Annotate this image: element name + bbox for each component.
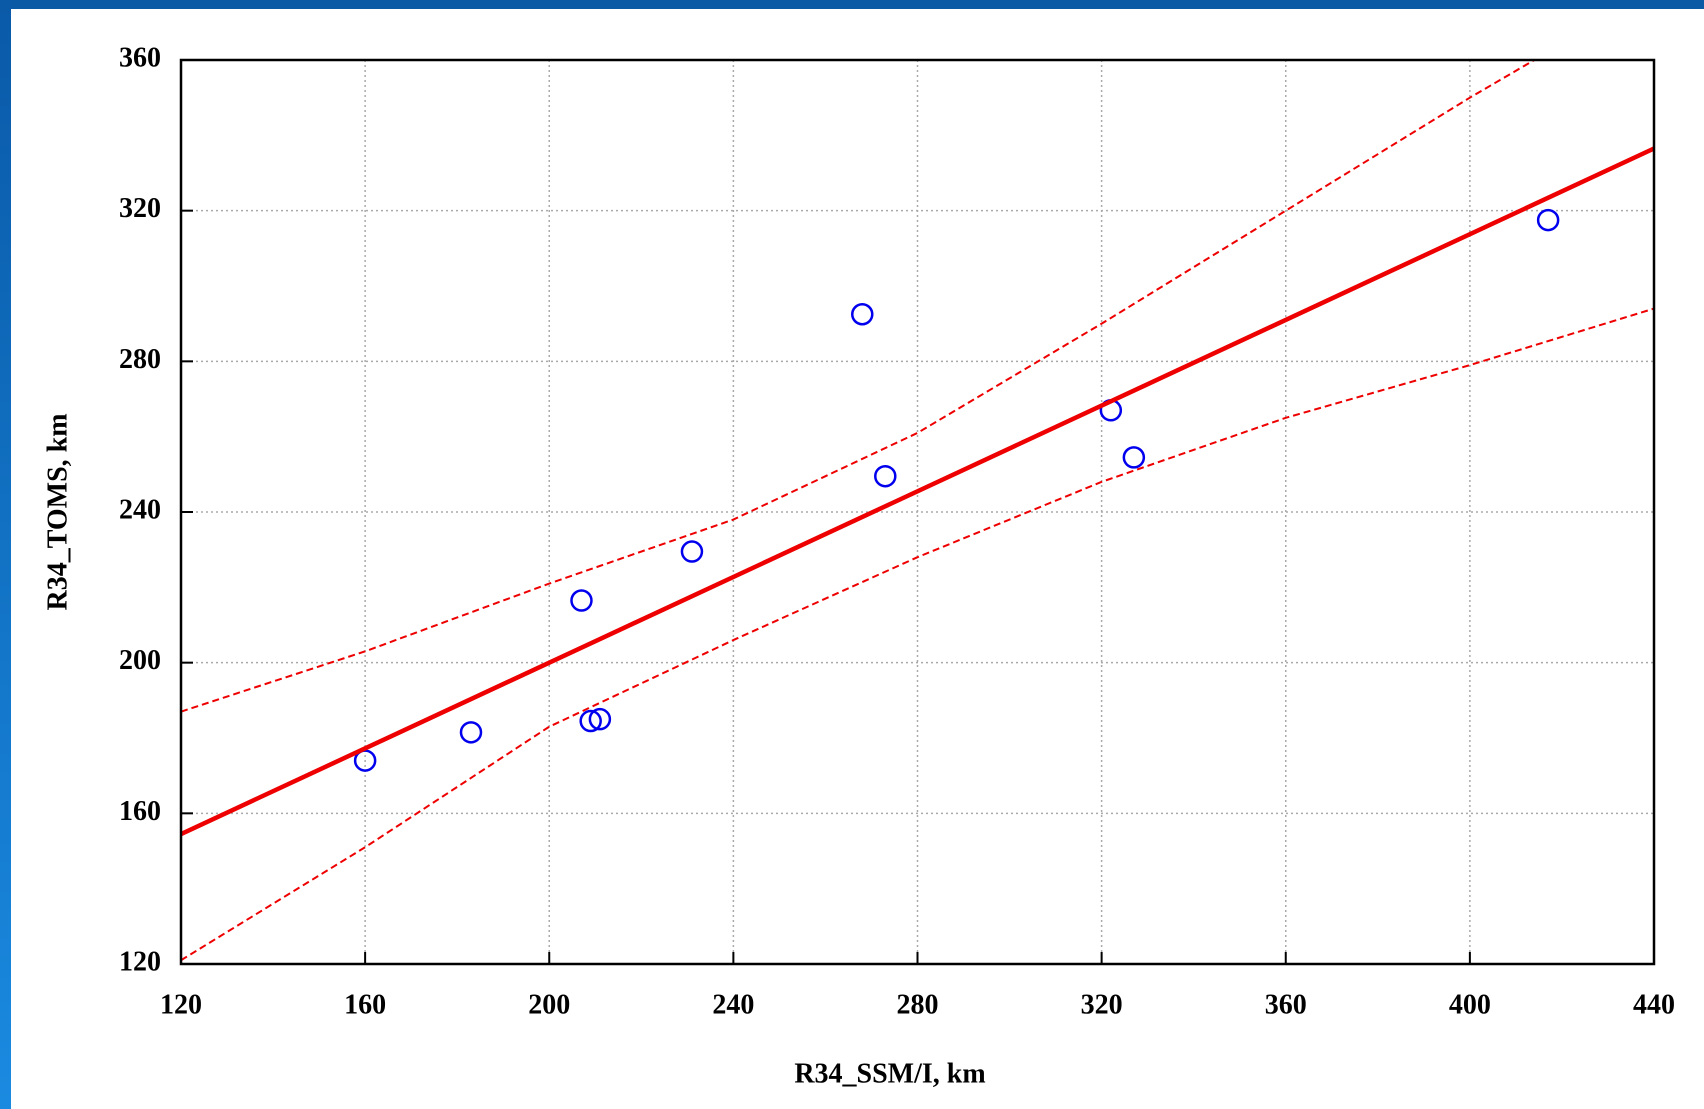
data-point — [570, 589, 593, 612]
y-tick-label: 160 — [119, 796, 161, 827]
x-tick-label: 320 — [1081, 989, 1123, 1020]
x-tick-label: 200 — [528, 989, 570, 1020]
x-tick-label: 400 — [1449, 989, 1491, 1020]
x-tick-label: 280 — [897, 989, 939, 1020]
data-point — [1122, 446, 1146, 469]
x-tick-label: 160 — [344, 989, 386, 1020]
confidence-band — [181, 307, 1654, 962]
y-tick-label: 320 — [119, 193, 161, 224]
data-point — [459, 721, 483, 744]
y-tick-label: 200 — [119, 645, 161, 676]
x-tick-label: 240 — [712, 989, 754, 1020]
y-tick-label: 240 — [119, 494, 161, 525]
data-point — [680, 540, 704, 563]
data-point — [851, 303, 874, 326]
data-point — [588, 707, 612, 731]
frame-top — [0, 0, 1704, 9]
y-tick-label: 120 — [119, 946, 161, 977]
frame-left — [0, 0, 11, 1109]
y-tick-label: 280 — [119, 344, 161, 375]
data-point — [874, 464, 897, 488]
data-point — [579, 709, 602, 733]
x-tick-label: 360 — [1265, 989, 1307, 1020]
y-axis-label: R34_TOMS, km — [42, 413, 73, 610]
x-tick-label: 440 — [1633, 989, 1675, 1020]
confidence-band — [181, 60, 1535, 713]
plot-frame — [179, 58, 1656, 966]
regression-line — [181, 146, 1654, 837]
data-point — [1536, 208, 1560, 232]
y-tick-label: 360 — [119, 42, 161, 73]
x-tick-label: 120 — [160, 989, 202, 1020]
x-axis-label: R34_SSM/I, km — [794, 1058, 985, 1089]
